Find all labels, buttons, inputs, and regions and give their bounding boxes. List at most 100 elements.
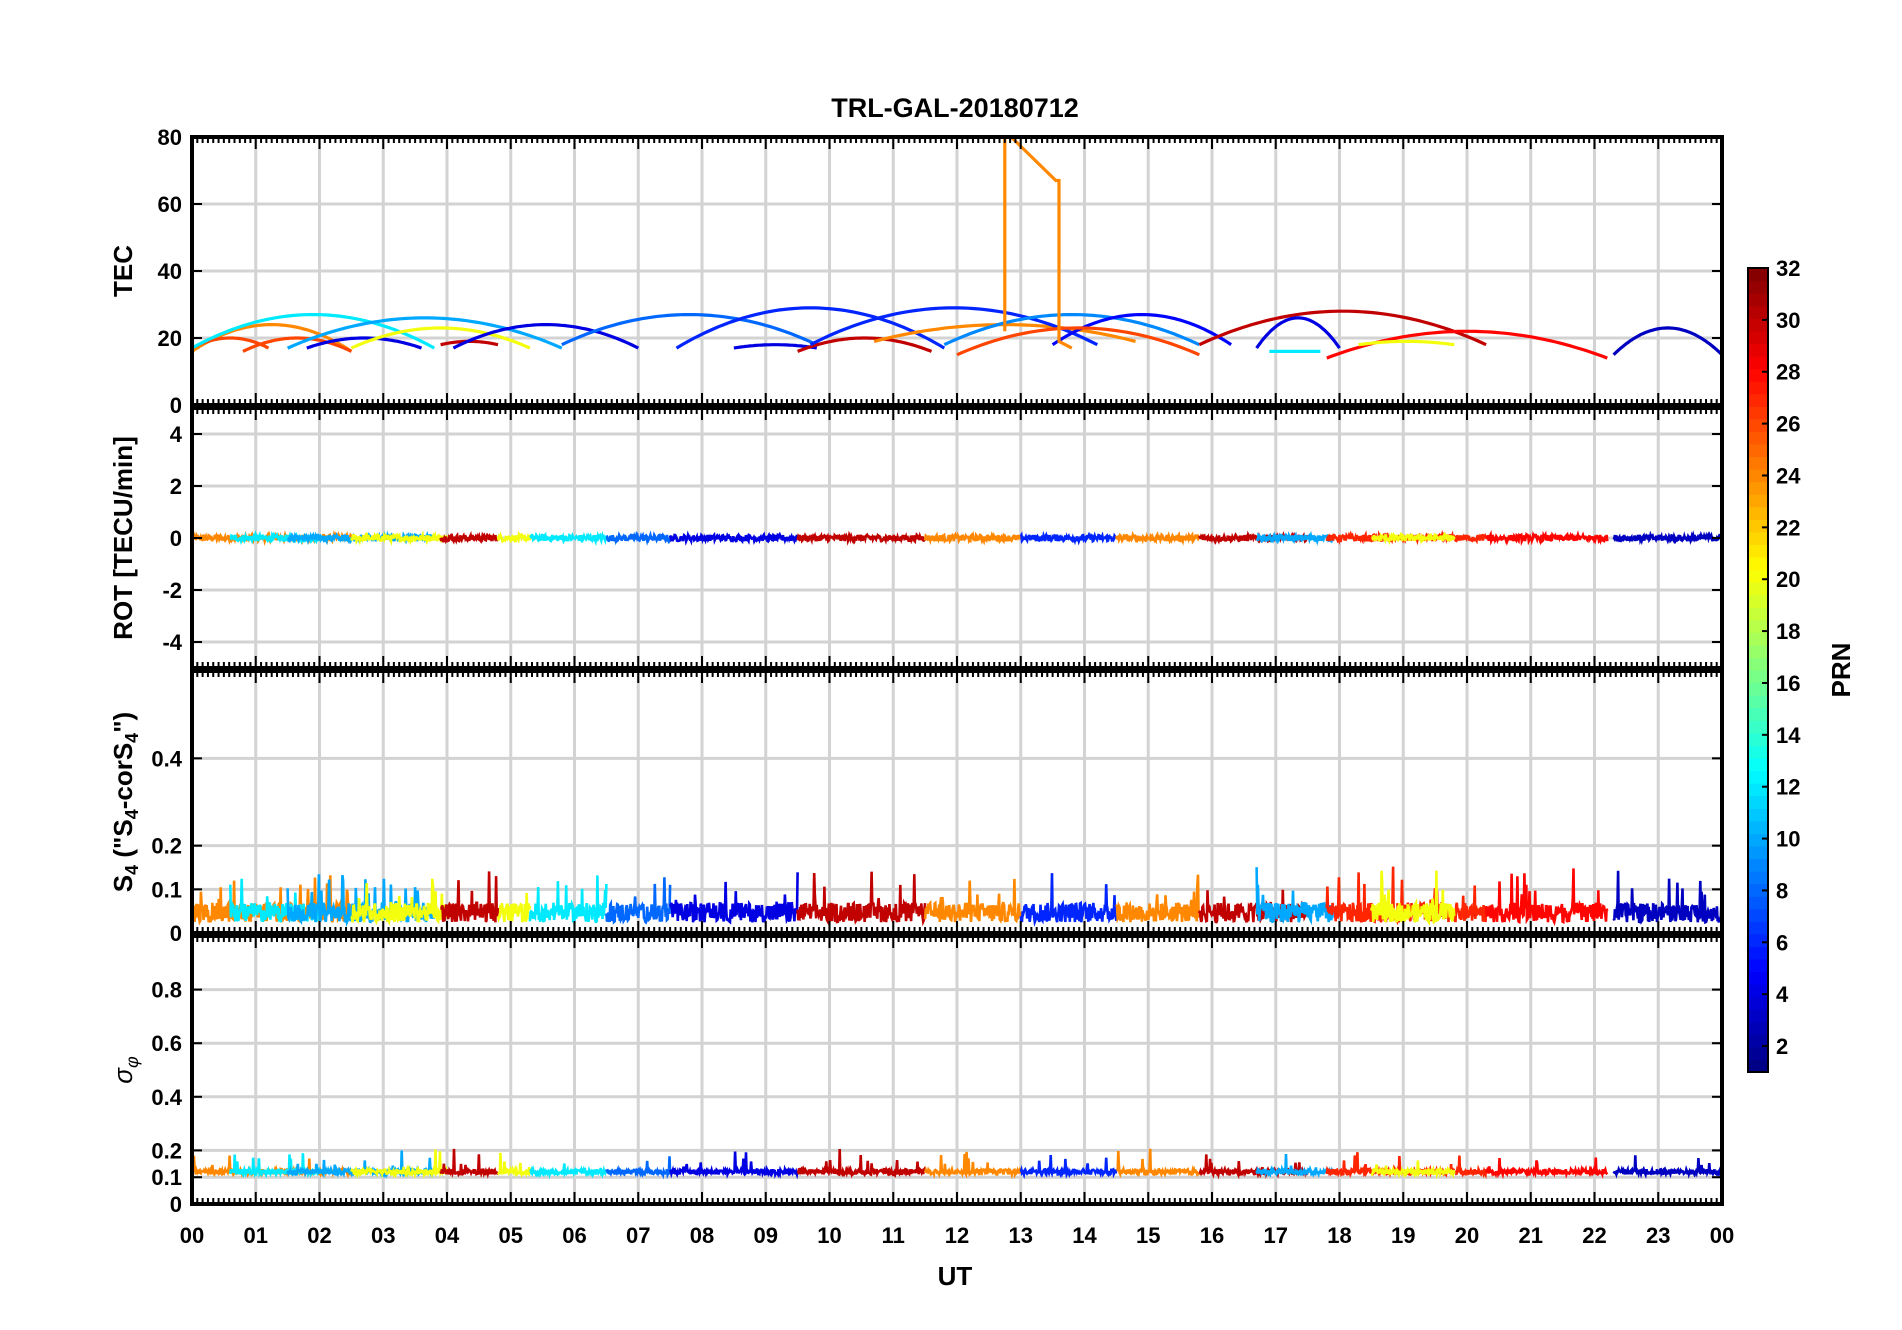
x-tick-label: 23 [1646, 1223, 1670, 1248]
y-tick-label: 0 [170, 393, 182, 418]
s4-series-prn-24 [1115, 874, 1200, 924]
y-tick-label: -4 [162, 630, 182, 655]
tec-series-prn-30 [1198, 309, 1487, 347]
colorbar-tick-label: 30 [1776, 308, 1800, 333]
tec-series-prn-4 [1255, 316, 1341, 350]
panel-data [192, 866, 1722, 928]
colorbar-segment [1748, 1059, 1768, 1073]
x-tick-label: 00 [180, 1223, 204, 1248]
colorbar-segment [1748, 607, 1768, 621]
sigma-series-prn-30 [796, 1148, 927, 1179]
tec-series-prn-4 [733, 343, 818, 350]
colorbar-tick-label: 18 [1776, 619, 1800, 644]
x-tick-label: 02 [307, 1223, 331, 1248]
x-tick-label: 01 [244, 1223, 268, 1248]
colorbar-segment [1748, 795, 1768, 809]
colorbar-segment [1748, 494, 1768, 508]
colorbar-segment [1748, 908, 1768, 922]
colorbar-tick-label: 2 [1776, 1034, 1788, 1059]
tec-series-prn-30 [797, 336, 933, 353]
s4-series-prn-3 [1612, 870, 1722, 925]
x-tick-label: 05 [499, 1223, 523, 1248]
s4-series-prn-8 [605, 877, 672, 925]
colorbar-segment [1748, 318, 1768, 332]
s4-series-prn-30 [796, 871, 927, 927]
colorbar-segment [1748, 456, 1768, 470]
colorbar-segment [1748, 594, 1768, 608]
colorbar-segment [1748, 933, 1768, 947]
sigma-series-prn-12 [529, 1163, 608, 1180]
colorbar-tick-label: 24 [1776, 463, 1801, 488]
tec-series-prn-10 [286, 316, 563, 350]
colorbar-segment [1748, 305, 1768, 319]
y-tick-label: 60 [158, 192, 182, 217]
y-axis-label-part: φ [122, 1056, 142, 1068]
x-tick-label: 07 [626, 1223, 650, 1248]
colorbar-segment [1748, 544, 1768, 558]
s4-series-prn-20 [496, 892, 532, 924]
y-axis-label-s4: S4 ("S4-corS4") [108, 712, 142, 892]
rot-series-prn-10 [1255, 530, 1334, 546]
colorbar-segment [1748, 732, 1768, 746]
x-tick-label: 22 [1582, 1223, 1606, 1248]
rot-series-prn-12 [529, 530, 608, 547]
colorbar-segment [1748, 883, 1768, 897]
tec-series-prn-12 [192, 313, 436, 350]
panel-s4: 00.10.20.4S4 ("S4-corS4") [108, 669, 1724, 946]
x-tick-label: 04 [435, 1223, 460, 1248]
s4-series-prn-4 [668, 872, 799, 925]
y-tick-label: 0.6 [151, 1031, 182, 1056]
sigma-series-prn-8 [605, 1156, 672, 1180]
colorbar-segment [1748, 343, 1768, 357]
y-tick-label: 0.4 [151, 1085, 182, 1110]
tec-series-prn-26 [242, 336, 353, 353]
colorbar-segment [1748, 431, 1768, 445]
x-tick-label: 19 [1391, 1223, 1415, 1248]
rot-series-prn-30 [439, 530, 500, 545]
x-tick-label: 00 [1710, 1223, 1734, 1248]
colorbar-segment [1748, 381, 1768, 395]
y-tick-label: 40 [158, 259, 182, 284]
panel-data [192, 529, 1722, 547]
x-tick-label: 14 [1072, 1223, 1097, 1248]
tec-spike-prn-24 [1003, 137, 1073, 350]
colorbar-segment [1748, 720, 1768, 734]
colorbar-segment [1748, 670, 1768, 684]
y-axis-label-part: -corS [108, 743, 138, 809]
panel-data [192, 137, 1722, 360]
colorbar-segment [1748, 657, 1768, 671]
x-tick-label: 15 [1136, 1223, 1160, 1248]
colorbar-segment [1748, 1046, 1768, 1061]
colorbar-tick-label: 12 [1776, 775, 1800, 800]
panel-data [192, 1148, 1722, 1180]
y-axis-label-part: ("S [108, 819, 138, 865]
colorbar-tick-label: 8 [1776, 878, 1788, 903]
x-tick-label: 12 [945, 1223, 969, 1248]
chart-title: TRL-GAL-20180712 [831, 93, 1079, 123]
colorbar-segment [1748, 757, 1768, 772]
y-tick-label: 0 [170, 921, 182, 946]
rot-series-prn-4 [668, 530, 799, 546]
colorbar-segment [1748, 293, 1768, 307]
colorbar-segment [1748, 368, 1768, 382]
tec-series-prn-26 [956, 326, 1200, 357]
panel-tec: 0 20 40 60 80 TEC [108, 125, 1724, 418]
colorbar-label: PRN [1826, 643, 1856, 698]
x-tick-label: 13 [1009, 1223, 1033, 1248]
tec-series-prn-20 [1358, 339, 1455, 347]
colorbar-segment [1748, 946, 1768, 960]
x-tick-label: 20 [1455, 1223, 1479, 1248]
colorbar-segment [1748, 569, 1768, 583]
colorbar-segment [1748, 1009, 1768, 1023]
colorbar-tick-label: 20 [1776, 567, 1800, 592]
x-axis-label: UT [938, 1261, 973, 1291]
tec-series-prn-8 [561, 313, 818, 347]
y-tick-label: 0.4 [151, 746, 182, 771]
y-tick-label: 0 [170, 526, 182, 551]
rot-series-prn-30 [796, 530, 927, 546]
rot-series-prn-20 [1371, 531, 1456, 546]
x-tick-label: 21 [1519, 1223, 1543, 1248]
sigma-series-prn-6 [1019, 1155, 1118, 1180]
